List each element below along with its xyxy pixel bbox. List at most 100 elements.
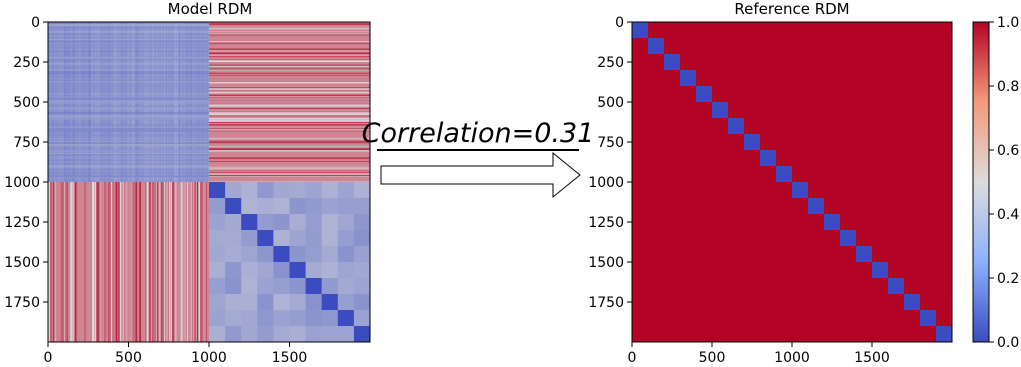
model-rdm-texture-stripe: [209, 137, 370, 140]
model-rdm-texture-stripe: [48, 100, 209, 102]
model-rdm-texture-stripe: [158, 22, 160, 182]
model-rdm-texture-stripe: [48, 124, 209, 126]
model-rdm-texture-stripe: [48, 97, 209, 100]
model-rdm-texture-stripe: [63, 22, 66, 182]
model-rdm-diagonal-block: [273, 246, 290, 262]
model-rdm-cell: [289, 278, 306, 295]
model-rdm-texture-stripe: [151, 182, 154, 342]
model-rdm-texture-stripe: [114, 182, 116, 342]
correlation-annotation: Correlation=0.31: [362, 118, 594, 199]
model-rdm-ytick-label: 0: [31, 15, 40, 31]
model-rdm-texture-stripe: [174, 22, 177, 182]
model-rdm-texture-stripe: [160, 22, 162, 182]
model-rdm-texture-stripe: [146, 22, 149, 182]
model-rdm-cell: [273, 198, 290, 215]
model-rdm-texture-stripe: [48, 180, 209, 183]
model-rdm-texture-stripe: [48, 127, 209, 130]
model-rdm-texture-stripe: [180, 22, 183, 182]
model-rdm-texture-stripe: [209, 124, 370, 126]
model-rdm-texture-stripe: [48, 24, 209, 27]
model-rdm-texture-stripe: [67, 22, 69, 182]
model-rdm-cell: [353, 198, 371, 215]
reference-rdm-panel: Reference RDM 0 500 1000 1500 0 250 500 750 1000…: [588, 0, 953, 366]
model-rdm-texture-stripe: [48, 47, 209, 49]
model-rdm-texture-stripe: [152, 22, 155, 182]
model-rdm-texture-stripe: [209, 55, 370, 58]
model-rdm-texture-stripe: [132, 182, 134, 342]
model-rdm-texture-stripe: [103, 182, 106, 342]
model-rdm-texture-stripe: [48, 99, 209, 101]
model-rdm-texture-stripe: [69, 22, 72, 182]
model-rdm-texture-stripe: [144, 22, 146, 182]
model-rdm-texture-stripe: [209, 94, 370, 97]
model-rdm-texture-stripe: [209, 129, 370, 132]
model-rdm-texture-stripe: [209, 42, 370, 44]
model-rdm-texture-stripe: [209, 66, 370, 69]
model-rdm-texture-stripe: [48, 86, 209, 89]
model-rdm-texture-stripe: [209, 57, 370, 59]
model-rdm-title: Model RDM: [168, 0, 253, 18]
model-rdm-texture-stripe: [107, 182, 110, 342]
model-rdm-texture-stripe: [122, 22, 124, 182]
model-rdm-texture-stripe: [209, 52, 370, 54]
model-rdm-texture-stripe: [209, 27, 370, 29]
model-rdm-texture-stripe: [48, 162, 209, 164]
model-rdm-texture-stripe: [48, 84, 209, 86]
model-rdm-texture-stripe: [89, 182, 91, 342]
model-rdm-diagonal-block: [241, 214, 258, 230]
reference-rdm-diagonal-block: [712, 102, 728, 118]
model-rdm-cell: [289, 310, 306, 327]
model-rdm-texture-stripe: [209, 146, 370, 148]
model-rdm-texture-stripe: [178, 22, 180, 182]
model-rdm-texture-stripe: [65, 182, 67, 342]
model-rdm-texture-stripe: [48, 73, 209, 75]
model-rdm-texture-stripe: [209, 122, 370, 123]
colorbar-tick-label: 0.0: [997, 335, 1019, 351]
model-rdm-texture-stripe: [117, 182, 119, 342]
model-rdm-cell: [321, 310, 339, 327]
model-rdm-texture-stripe: [209, 92, 370, 94]
model-rdm-texture-stripe: [207, 182, 209, 342]
model-rdm-texture-stripe: [163, 22, 165, 182]
model-rdm-texture-stripe: [209, 128, 370, 130]
model-rdm-texture-stripe: [209, 170, 370, 171]
model-rdm-texture-stripe: [50, 182, 52, 342]
model-rdm-texture-stripe: [48, 148, 209, 152]
reference-rdm-ytick-label: 750: [597, 135, 624, 151]
model-rdm-texture-stripe: [48, 99, 209, 101]
model-rdm-texture-stripe: [164, 182, 166, 342]
model-rdm-texture-stripe: [200, 182, 201, 342]
model-rdm-texture-stripe: [94, 182, 96, 342]
model-rdm-texture-stripe: [48, 156, 209, 159]
model-rdm-texture-stripe: [209, 79, 370, 81]
model-rdm-diagonal-block: [337, 310, 354, 326]
model-rdm-texture-stripe: [113, 22, 115, 182]
model-rdm-texture-stripe: [52, 22, 55, 182]
reference-rdm-ytick-label: 1250: [588, 215, 624, 231]
model-rdm-texture-stripe: [48, 39, 209, 42]
model-rdm-texture-stripe: [48, 161, 209, 163]
model-rdm-texture-stripe: [209, 148, 370, 151]
model-rdm-cell: [337, 262, 355, 279]
model-rdm-texture-stripe: [48, 63, 209, 65]
model-rdm-texture-stripe: [48, 69, 209, 71]
model-rdm-texture-stripe: [48, 157, 209, 158]
reference-rdm-diagonal-block: [728, 118, 744, 134]
model-rdm-texture-stripe: [48, 30, 209, 33]
model-rdm-texture-stripe: [182, 182, 184, 342]
model-rdm-texture-stripe: [153, 22, 156, 182]
model-rdm-texture-stripe: [48, 51, 209, 52]
model-rdm-texture-stripe: [174, 182, 175, 342]
reference-rdm-xtick-label: 1000: [774, 350, 810, 366]
model-rdm-texture-stripe: [48, 84, 209, 87]
model-rdm-texture-stripe: [209, 81, 370, 82]
model-rdm-cell: [209, 246, 226, 263]
model-rdm-texture-stripe: [181, 182, 184, 342]
model-rdm-texture-stripe: [209, 142, 370, 144]
model-rdm-cell: [353, 294, 371, 311]
model-rdm-cell: [273, 182, 290, 199]
model-rdm-cell: [305, 214, 322, 231]
model-rdm-texture-stripe: [98, 182, 100, 342]
model-rdm-texture-stripe: [48, 44, 209, 47]
model-rdm-texture-stripe: [156, 182, 159, 342]
